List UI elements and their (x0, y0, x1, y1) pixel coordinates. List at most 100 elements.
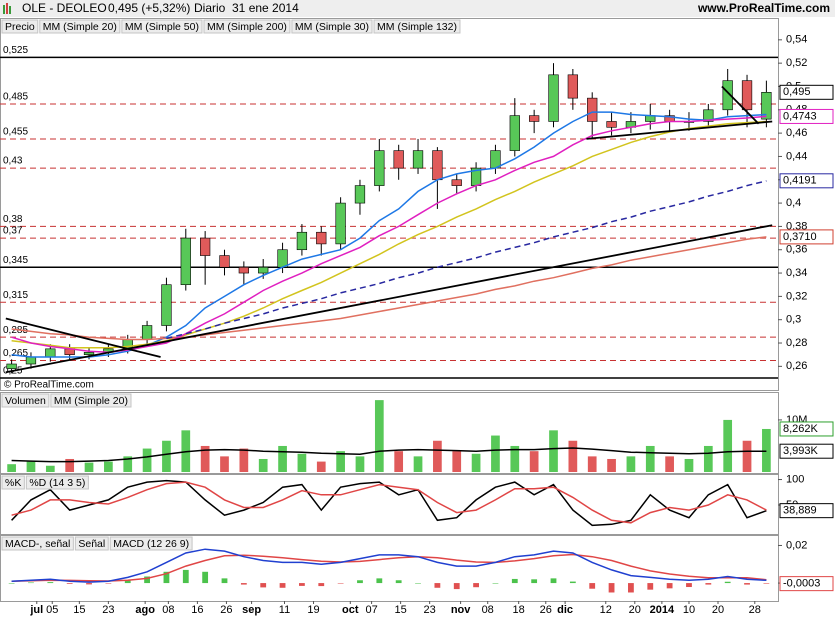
value-badge-label: 0,495 (783, 86, 811, 98)
histogram-bar (608, 583, 615, 593)
value-badge (779, 108, 834, 124)
site: www.ProRealTime.com (697, 1, 830, 15)
quote: 0,495 (+5,32%) (108, 1, 190, 15)
value-badge (779, 576, 834, 592)
candle-body (277, 249, 288, 268)
level-label: 0,38 (3, 214, 23, 225)
level-label: 0,265 (3, 348, 28, 359)
candle-body (606, 121, 617, 128)
legend-entry: MM (Simple 20) (43, 21, 117, 33)
legend-box (1, 475, 25, 490)
volume-bar (374, 400, 384, 472)
value-badge-label: 0,4191 (783, 175, 817, 187)
y-tick-label: 0,4 (786, 197, 801, 209)
value-badge (779, 421, 834, 437)
legend-box (74, 536, 109, 551)
candle-body (548, 74, 559, 122)
histogram-bar (105, 583, 112, 584)
candle-body (354, 185, 366, 204)
legend-entry: %D (14 3 5) (29, 477, 85, 489)
histogram-bar (124, 580, 131, 584)
volume-bar (665, 456, 674, 472)
volume-bar (723, 419, 733, 472)
legend-entry: MACD (12 26 9) (113, 538, 189, 550)
legend-entry: Precio (5, 21, 35, 33)
series-line (11, 120, 767, 349)
trend-line (5, 317, 161, 358)
volume-bar (491, 435, 500, 472)
volume-bar (549, 430, 558, 472)
candle-body (161, 284, 172, 326)
volume-bar (336, 451, 345, 472)
x-tick-label: 18 (513, 604, 525, 616)
legend-entry: MM (Simple 30) (295, 21, 369, 33)
level-label: 0,485 (3, 92, 28, 103)
series-line (11, 553, 767, 582)
candle-body (335, 202, 346, 245)
period: Diario 31 ene 2014 (194, 1, 299, 15)
volume-bar (433, 440, 442, 472)
value-badge (779, 84, 834, 100)
header-bar (0, 0, 835, 17)
candle-body (45, 348, 56, 358)
panel-frame (0, 474, 779, 535)
x-tick-label: 16 (191, 604, 203, 616)
histogram-bar (666, 583, 673, 589)
histogram-bar (763, 583, 770, 584)
y-tick-label: 100 (786, 473, 804, 485)
legend-entry: %K (5, 477, 21, 489)
volume-bar (220, 456, 229, 472)
candle-body (141, 325, 153, 340)
histogram-bar (511, 578, 518, 584)
candle-body (587, 97, 598, 122)
volume-bar (26, 461, 36, 472)
legend-entry: MACD-, señal (5, 538, 70, 550)
volume-bar (529, 451, 539, 472)
candle-body (6, 363, 17, 369)
histogram-bar (395, 580, 402, 584)
candle-body (296, 231, 308, 251)
x-tick-label: sep (242, 604, 261, 616)
histogram-bar (144, 576, 150, 584)
legend-box (291, 19, 373, 34)
volume-bar (471, 453, 481, 472)
x-tick-label: 26 (540, 604, 552, 616)
histogram-bar (318, 583, 325, 587)
legend-entry: Volumen (5, 395, 46, 407)
candle-body (761, 92, 772, 120)
symbol: OLE - DEOLEO (22, 1, 107, 15)
logo (3, 3, 11, 14)
value-badge (779, 443, 834, 459)
legend-box (373, 19, 461, 34)
volume-bar (607, 458, 616, 472)
histogram-bar (86, 583, 92, 585)
histogram-bar (182, 569, 189, 584)
value-badge-label: 38,889 (783, 505, 817, 517)
x-tick-label: 10 (683, 604, 695, 616)
candle-body (490, 150, 501, 169)
volume-bar (162, 440, 171, 472)
x-tick-label: 07 (365, 604, 377, 616)
x-tick-label: nov (451, 604, 471, 616)
volume-bar (297, 453, 307, 472)
candle-body (432, 150, 443, 181)
histogram-bar (724, 581, 731, 584)
level-label: 0,455 (3, 127, 28, 138)
x-tick-label: 19 (307, 604, 319, 616)
volume-bar (84, 462, 94, 472)
candle-body (741, 80, 753, 111)
legend-entry: MM (Simple 20) (54, 395, 128, 407)
histogram-bar (744, 583, 750, 585)
level-label: 0,37 (3, 226, 23, 237)
candle-body (258, 266, 269, 274)
series-line (11, 236, 767, 341)
value-badge-label: 8,262K (783, 423, 819, 435)
series-line (11, 548, 767, 583)
histogram-bar (221, 578, 228, 584)
panels: 0,540,520,50,480,460,440,420,40,380,360,… (0, 18, 834, 616)
x-tick-label: 05 (46, 604, 58, 616)
legend-entry: MM (Simple 50) (125, 21, 199, 33)
legend-box (121, 19, 203, 34)
legend-box (1, 536, 74, 551)
